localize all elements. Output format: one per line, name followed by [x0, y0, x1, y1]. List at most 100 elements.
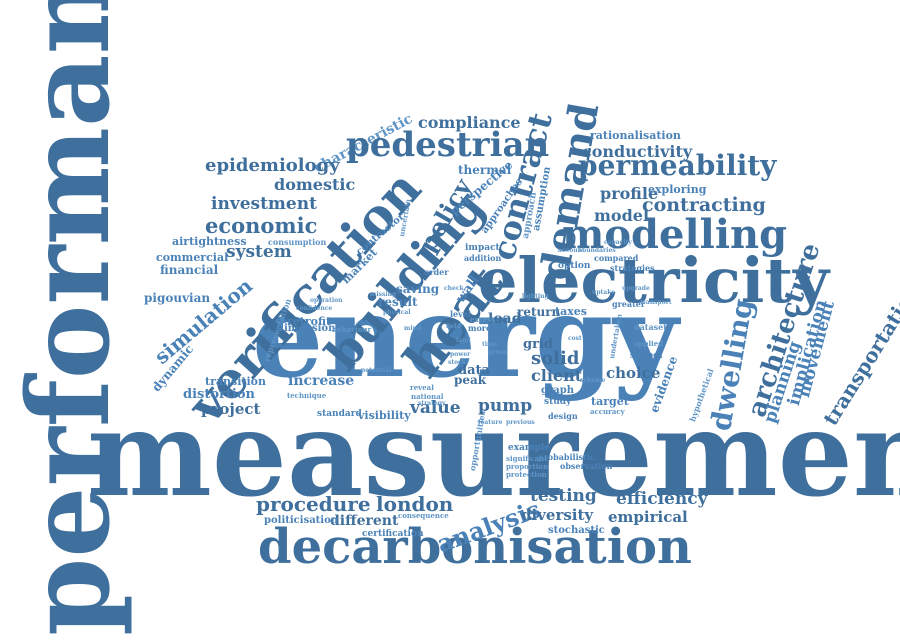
word-choice: choice [606, 364, 661, 382]
word-standard: standard [317, 409, 362, 419]
word-energy: energy [252, 272, 679, 403]
word-design: design [548, 411, 578, 421]
word-feature: feature [478, 419, 503, 426]
word-rationalisation: rationalisation [590, 129, 681, 142]
word-electricity: electricity [478, 244, 830, 317]
word-client: client [531, 366, 583, 385]
word-different: different [330, 513, 399, 529]
word-pump: pump [478, 396, 533, 416]
word-order: order [424, 267, 449, 277]
word-protection: protection [506, 470, 547, 479]
word-transport: transport [640, 299, 672, 306]
word-more: more [468, 323, 492, 333]
word-pedestrian: pedestrian [346, 125, 550, 165]
word-strategies: strategies [610, 263, 655, 273]
word-reveal: reveal [410, 383, 434, 392]
word-increase: increase [288, 373, 355, 389]
word-graph: graph [541, 385, 575, 396]
word-value: value [410, 398, 461, 418]
word-load: load [488, 311, 522, 327]
word-dataset: dataset [634, 322, 667, 332]
word-operation: operation [310, 297, 343, 304]
word-airtightness: airtightness [172, 235, 247, 248]
word-transition: transition [205, 375, 266, 388]
word-decarbonisation: decarbonisation [258, 519, 692, 575]
word-excess: excess [470, 315, 496, 324]
word-field: field [446, 323, 461, 330]
word-efficiency: efficiency [616, 489, 708, 509]
word-option: option [558, 261, 591, 271]
word-proportion: proportion [506, 462, 549, 471]
word-significant: significant [506, 454, 548, 463]
word-previous: previous [506, 419, 535, 426]
word-capacity: capacity [604, 239, 632, 246]
word-testing: testing [530, 486, 597, 506]
word-probabilistic: probabilistic [538, 452, 595, 462]
word-model: model [594, 206, 650, 225]
word-check: check [444, 285, 464, 292]
word-pigouvian: pigouvian [144, 291, 211, 305]
word-study: study [544, 397, 572, 407]
word-measurement: measurement [87, 384, 900, 523]
word-return: return [517, 305, 561, 319]
word-empirical: empirical [608, 508, 688, 526]
word-observation: observation [560, 461, 613, 471]
word-retrofit: retrofit [287, 315, 332, 328]
word-thermal: thermal [458, 163, 512, 177]
word-mind: mind [404, 325, 422, 332]
word-politicisation: politicisation [264, 515, 339, 526]
word-consumption: consumption [268, 237, 327, 247]
word-technique: technique [287, 391, 327, 400]
word-permeability: permeability [578, 149, 777, 182]
word-result: result [378, 295, 418, 309]
word-saving: saving [396, 282, 440, 296]
word-addition: addition [464, 253, 502, 263]
word-data: data [458, 363, 490, 378]
word-peak: peak [454, 373, 487, 387]
word-green: green [488, 349, 508, 356]
word-land: land [456, 337, 471, 344]
word-impact: impact [465, 243, 500, 253]
word-level: level [450, 309, 471, 319]
word-epidemiology: epidemiology [205, 155, 340, 176]
word-consequence: consequence [398, 511, 449, 520]
word-domestic: domestic [274, 175, 356, 194]
word-target: target [591, 395, 629, 408]
word-school: school [630, 351, 663, 361]
word-confidence: confidence [296, 305, 333, 312]
word-account: account [558, 247, 585, 254]
word-lighting: lighting [522, 293, 549, 300]
word-upgrade: upgrade [622, 285, 650, 292]
word-profile: profile [600, 184, 659, 203]
word-procedure: procedure [256, 492, 371, 516]
word-investment: investment [211, 194, 317, 214]
word-behaviour: behaviour [332, 325, 372, 334]
word-system: system [226, 242, 292, 262]
word-missing: missing [370, 291, 397, 298]
word-example: example [508, 443, 550, 453]
word-stock: stock [448, 359, 466, 366]
word-economic: economic [205, 213, 318, 238]
word-national: national [411, 392, 444, 401]
word-boundaries: boundaries [578, 247, 616, 254]
word-grid: grid [523, 337, 553, 352]
word-physical: physical [383, 309, 411, 316]
word-diversity: diversity [521, 506, 594, 524]
word-taxes: taxes [555, 305, 587, 318]
word-exploring: exploring [648, 183, 707, 196]
word-project: project [201, 400, 261, 418]
word-solid: solid [531, 348, 580, 369]
word-scheme: scheme [580, 377, 606, 384]
word-commercial: commercial [156, 251, 229, 264]
word-cost: cost [568, 335, 582, 342]
word-time: time [482, 341, 498, 348]
word-uptake: uptake [592, 289, 616, 296]
word-london: london [376, 492, 454, 516]
word-performance: performance [4, 0, 135, 636]
word-contracting: contracting [642, 194, 766, 216]
word-certification: certification [362, 529, 424, 539]
word-power: power [450, 351, 471, 358]
word-potential: potential [361, 367, 392, 374]
word-modelling: modelling [562, 211, 788, 258]
